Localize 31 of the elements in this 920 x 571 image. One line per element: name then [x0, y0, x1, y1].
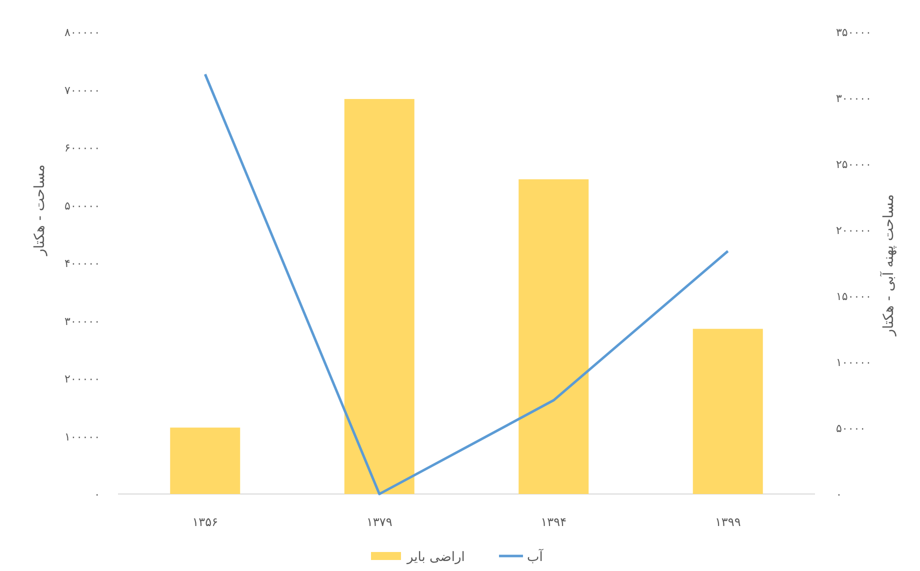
y-tick-label: ۷۰۰۰۰۰	[64, 84, 100, 97]
x-tick-label: ۱۳۷۹	[366, 515, 392, 529]
bar	[692, 328, 763, 494]
y2-tick-label: ۱۵۰۰۰۰	[836, 290, 872, 303]
bar	[170, 428, 240, 494]
y2-tick-label: ۵۰۰۰۰	[836, 422, 866, 435]
legend-label: آب	[527, 548, 544, 565]
y-tick-label: ۰	[94, 488, 100, 501]
y-tick-label: ۶۰۰۰۰۰	[64, 142, 100, 154]
y2-tick-label: ۳۵۰۰۰۰	[836, 26, 872, 39]
x-tick-label: ۱۳۹۴	[540, 515, 567, 529]
y-axis-title: مساحت - هکتار	[32, 164, 48, 256]
y-tick-label: ۱۰۰۰۰۰	[64, 430, 100, 444]
bar	[518, 179, 589, 494]
y-tick-label: ۵۰۰۰۰۰	[64, 199, 100, 212]
y2-tick-label: ۱۰۰۰۰۰	[836, 356, 872, 369]
y2-axis-title: مساحت پهنه آبی - هکتار	[879, 194, 897, 337]
line-series	[204, 72, 730, 496]
y-tick-label: ۴۰۰۰۰۰	[64, 257, 100, 270]
y-tick-label: ۸۰۰۰۰۰	[64, 26, 100, 39]
y2-tick-label: ۲۰۰۰۰۰	[836, 224, 872, 237]
y2-tick-label: ۳۰۰۰۰۰	[836, 92, 872, 105]
x-tick-label: ۱۳۹۹	[714, 515, 741, 529]
bar	[344, 98, 414, 494]
x-tick-label: ۱۳۵۶	[192, 515, 218, 529]
legend-label: اراضی بایر	[406, 550, 465, 565]
y2-tick-label: ۰	[836, 488, 842, 501]
y-tick-label: ۲۰۰۰۰۰	[64, 372, 100, 386]
y2-tick-label: ۲۵۰۰۰۰	[836, 158, 872, 171]
legend: اراضی بایر آب	[371, 550, 543, 565]
y-tick-label: ۳۰۰۰۰۰	[64, 314, 100, 328]
